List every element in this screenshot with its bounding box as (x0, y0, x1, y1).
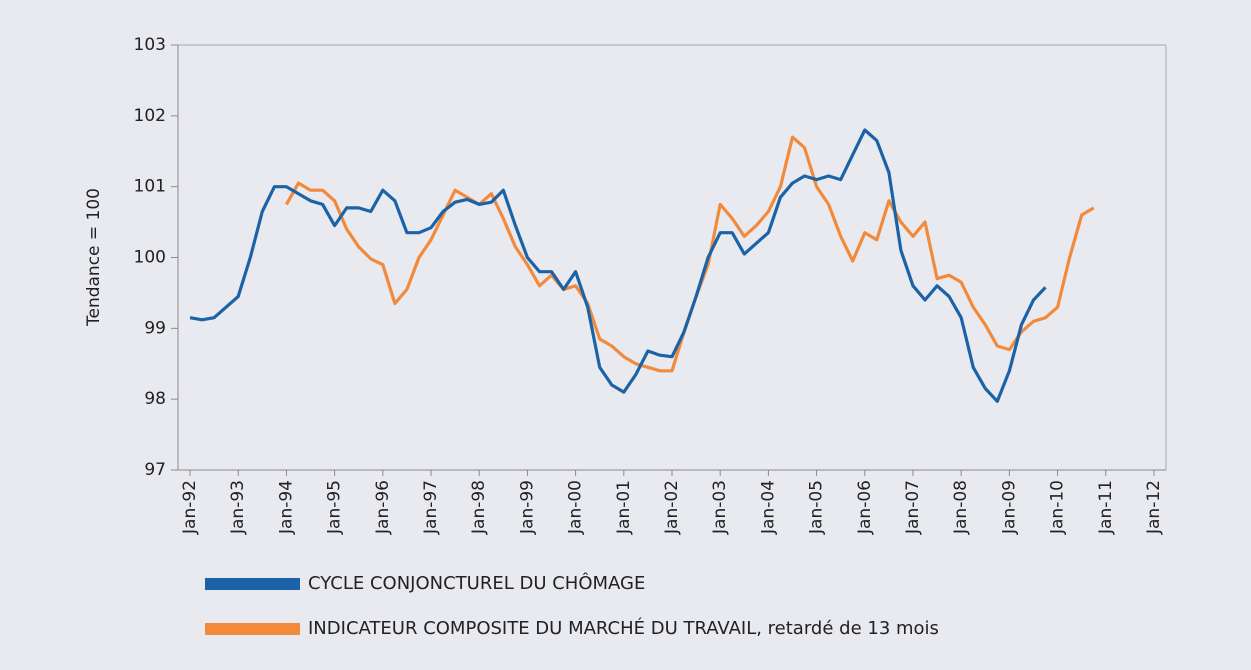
x-tick-label: Jan-11 (1096, 480, 1116, 535)
legend-swatch (205, 623, 300, 635)
y-tick-label: 102 (134, 106, 166, 126)
y-tick-label: 97 (144, 460, 166, 480)
x-tick-label: Jan-96 (373, 480, 393, 535)
x-tick-label: Jan-12 (1144, 480, 1164, 535)
x-tick-label: Jan-97 (421, 480, 441, 535)
x-tick-label: Jan-94 (276, 480, 296, 535)
x-tick-label: Jan-92 (180, 480, 200, 535)
x-tick-label: Jan-95 (325, 480, 345, 535)
x-tick-label: Jan-00 (566, 480, 586, 535)
x-tick-label: Jan-10 (1048, 480, 1068, 535)
x-tick-label: Jan-01 (614, 480, 634, 535)
x-tick-label: Jan-07 (903, 480, 923, 535)
x-tick-label: Jan-03 (710, 480, 730, 535)
legend-label: INDICATEUR COMPOSITE DU MARCHÉ DU TRAVAI… (308, 617, 939, 639)
x-tick-label: Jan-99 (517, 480, 537, 535)
x-tick-label: Jan-02 (662, 480, 682, 535)
y-axis-label: Tendance = 100 (84, 188, 104, 327)
y-tick-label: 100 (134, 248, 166, 268)
x-tick-label: Jan-93 (228, 480, 248, 535)
x-tick-label: Jan-09 (999, 480, 1019, 535)
legend-label: CYCLE CONJONCTUREL DU CHÔMAGE (308, 572, 645, 594)
x-tick-label: Jan-05 (807, 480, 827, 535)
series-line (189, 128, 1047, 403)
legend-swatch (205, 578, 300, 590)
x-tick-label: Jan-06 (855, 480, 875, 535)
x-tick-label: Jan-08 (951, 480, 971, 535)
x-tick-label: Jan-98 (469, 480, 489, 535)
y-tick-label: 101 (134, 177, 166, 197)
y-tick-label: 103 (134, 35, 166, 55)
x-tick-label: Jan-04 (758, 480, 778, 535)
y-tick-label: 99 (144, 318, 166, 338)
y-tick-label: 98 (144, 389, 166, 409)
